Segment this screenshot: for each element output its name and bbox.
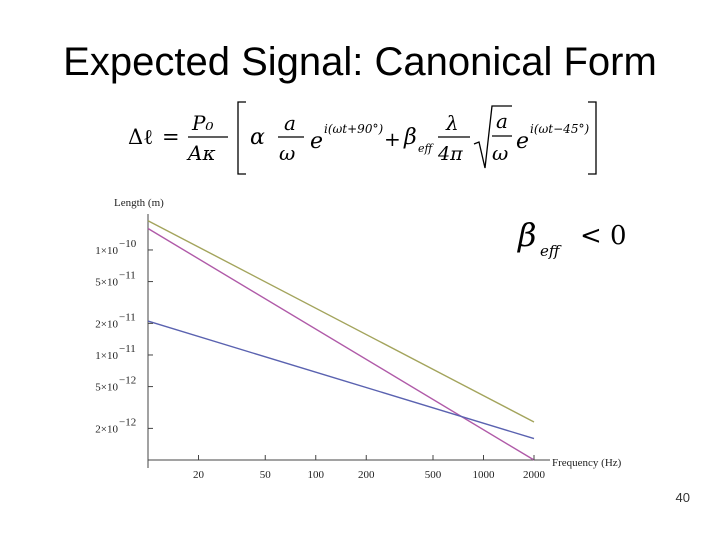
formula-e-1: e bbox=[310, 129, 323, 154]
annotation-relation: < 0 bbox=[580, 221, 627, 251]
length-vs-frequency-chart: Length (m) Frequency (Hz) 20 50 100 200 500 1… bbox=[95, 197, 622, 481]
formula-lhs: Δℓ bbox=[128, 125, 153, 149]
y-tick-exponent: −11 bbox=[119, 311, 136, 323]
x-tick-label: 20 bbox=[193, 469, 205, 481]
chart-xlabel: Frequency (Hz) bbox=[552, 457, 622, 469]
formula-beta: β bbox=[403, 125, 417, 150]
formula-sqrt bbox=[473, 105, 512, 169]
y-tick-exponent: −10 bbox=[119, 238, 137, 250]
signal-formula: Δℓ = P₀ Aκ α a ω e i(ωt+90°) + β eff λ 4… bbox=[128, 98, 608, 180]
y-tick-label: 2×10 bbox=[95, 318, 118, 330]
formula-prefactor-num: P₀ bbox=[191, 111, 213, 135]
y-tick-label: 1×10 bbox=[95, 245, 118, 257]
x-tick-label: 500 bbox=[425, 469, 442, 481]
formula-plus: + bbox=[384, 127, 401, 151]
y-tick-exponent: −11 bbox=[119, 270, 136, 282]
x-tick-label: 100 bbox=[308, 469, 325, 481]
formula-omega-2: ω bbox=[492, 141, 508, 165]
series-line-1 bbox=[147, 220, 535, 423]
formula-exponent-2: i(ωt−45°) bbox=[530, 122, 589, 136]
y-tick-label: 5×10 bbox=[95, 277, 118, 289]
y-tick-exponent: −11 bbox=[119, 343, 136, 355]
x-tick-label: 200 bbox=[358, 469, 375, 481]
formula-a-1: a bbox=[284, 111, 296, 135]
series-layer bbox=[147, 220, 535, 461]
beta-eff-annotation: β eff < 0 bbox=[512, 214, 652, 264]
formula-exponent-1: i(ωt+90°) bbox=[324, 122, 383, 136]
formula-beta-sub: eff bbox=[418, 142, 435, 155]
x-tick-label: 2000 bbox=[523, 469, 546, 481]
series-line-2 bbox=[147, 227, 535, 461]
formula-lambda: λ bbox=[445, 111, 459, 135]
formula-omega-1: ω bbox=[279, 141, 295, 165]
annotation-beta: β bbox=[517, 216, 537, 254]
formula-four-pi: 4π bbox=[437, 143, 463, 165]
x-tick-label: 50 bbox=[260, 469, 272, 481]
annotation-beta-sub: eff bbox=[540, 242, 562, 260]
slide-title: Expected Signal: Canonical Form bbox=[63, 40, 657, 84]
series-line-3 bbox=[147, 320, 535, 440]
y-tick-exponent: −12 bbox=[119, 375, 136, 387]
formula-e-2: e bbox=[516, 129, 529, 154]
x-tick-layer: 20 50 100 200 500 1000 2000 bbox=[193, 455, 546, 481]
y-tick-exponent: −12 bbox=[119, 416, 136, 428]
y-tick-label: 5×10 bbox=[95, 382, 118, 394]
page-number: 40 bbox=[675, 490, 690, 505]
y-tick-label: 2×10 bbox=[95, 423, 118, 435]
formula-right-bracket bbox=[588, 101, 597, 175]
formula-alpha: α bbox=[250, 125, 265, 150]
y-tick-label: 1×10 bbox=[95, 350, 118, 362]
formula-equals: = bbox=[162, 125, 180, 149]
y-tick-layer: 1×10−105×10−112×10−111×10−115×10−122×10−… bbox=[95, 238, 153, 435]
formula-prefactor-den: Aκ bbox=[186, 141, 216, 165]
x-tick-label: 1000 bbox=[473, 469, 496, 481]
chart-ylabel: Length (m) bbox=[114, 197, 164, 209]
formula-a-2: a bbox=[496, 109, 508, 133]
formula-left-bracket bbox=[237, 101, 246, 175]
